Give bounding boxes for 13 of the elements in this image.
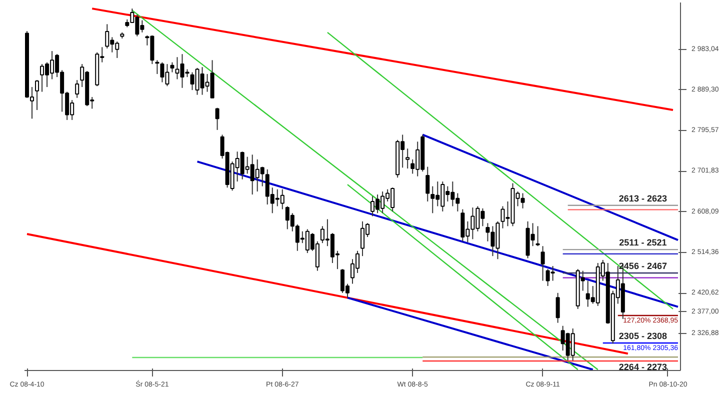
candlestick [540,246,545,282]
series-label: 2511 - 2521 [619,238,667,248]
candlestick [426,166,430,202]
series-label: 2305 - 2308 [618,331,667,342]
candlestick [35,80,40,110]
candlestick [406,148,410,170]
candlestick [556,292,560,324]
candlestick [536,226,540,247]
candlestick [75,80,80,98]
candlestick [215,107,220,130]
candlestick [170,62,174,73]
series-label: 2613 - 2623 [618,193,667,204]
series-label: 2264 - 2273 [618,362,667,372]
